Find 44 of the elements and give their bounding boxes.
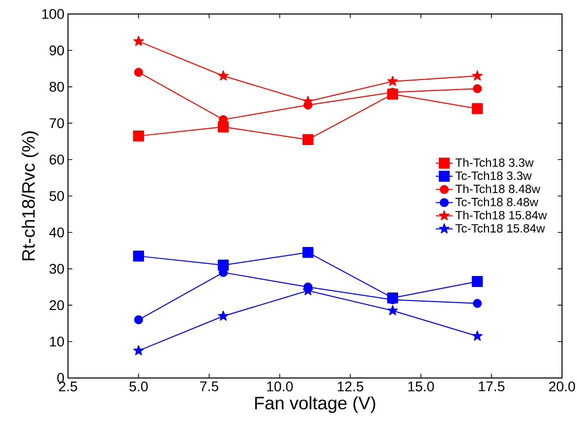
x-tick-label: 17.5 (478, 382, 504, 392)
point (218, 70, 228, 80)
x-tick-label: 10.0 (267, 382, 293, 392)
point (134, 315, 144, 324)
y-tick-label: 40 (49, 227, 64, 238)
x-tick-label: 2.5 (59, 382, 78, 392)
legend-label: Tc-Tch18 15.84w (456, 224, 545, 233)
legend-label: Tc-Tch18 8.48w (456, 198, 538, 206)
y-tick-label: 10 (50, 336, 64, 347)
y-tick-label: 20 (50, 300, 64, 310)
legend-label: Th-Tch18 3.3w (456, 158, 534, 167)
y-tick-label: 90 (50, 45, 64, 56)
point (133, 250, 144, 262)
point (472, 103, 483, 114)
point (218, 310, 228, 321)
point (472, 70, 483, 80)
point (387, 305, 398, 316)
x-tick-label: 15.0 (408, 382, 434, 392)
point (472, 84, 482, 94)
point (472, 330, 483, 341)
x-tick-label: 12.5 (338, 382, 364, 392)
point (302, 134, 314, 146)
legend-label: Th-Tch18 8.48w (456, 184, 540, 194)
point (387, 76, 398, 86)
point (133, 36, 144, 46)
y-tick-label: 60 (50, 154, 64, 165)
point (472, 276, 483, 288)
y-tick-label: 30 (50, 264, 64, 274)
legend-label: Th-Tch18 15.84w (456, 210, 547, 220)
point (302, 246, 314, 258)
y-tick-label: 70 (50, 118, 64, 128)
y-axis-title: Rt-ch18/Rvc (%) (22, 131, 38, 260)
x-axis-title: Fan voltage (V) (255, 396, 376, 413)
y-tick-label: 50 (50, 191, 64, 201)
x-tick-label: 20.0 (549, 382, 576, 392)
y-tick-label: 100 (42, 9, 64, 19)
x-tick-label: 5.0 (129, 382, 148, 392)
legend-label: Tc-Tch18 3.3w (456, 171, 532, 180)
point (133, 345, 144, 356)
point (133, 130, 144, 142)
point (134, 68, 144, 77)
x-tick-label: 7.5 (200, 382, 218, 392)
point (472, 298, 482, 308)
y-tick-label: 80 (50, 82, 64, 92)
